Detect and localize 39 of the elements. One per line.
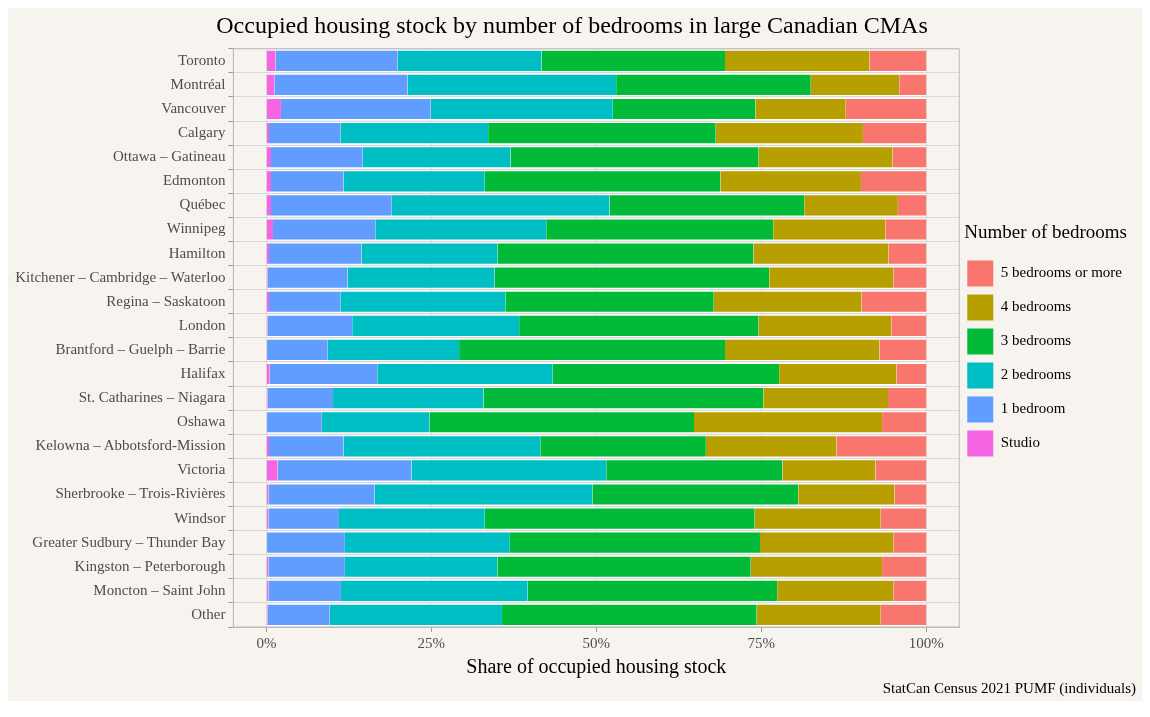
y-tick-label: Brantford – Guelph – Barrie: [55, 340, 226, 357]
y-tick-label: Halifax: [180, 364, 226, 381]
y-tick-label: Kelowna – Abbotsford-Mission: [35, 437, 226, 454]
y-tick-label: Vancouver: [161, 99, 226, 116]
x-tick-label: 100%: [908, 634, 944, 651]
y-tick-label: Hamilton: [168, 244, 226, 261]
y-tick-label: Winnipeg: [166, 220, 226, 237]
y-tick-label: Other: [191, 605, 226, 622]
legend-label: 4 bedrooms: [1000, 298, 1072, 315]
y-tick-label: Toronto: [178, 51, 226, 68]
legend-label: 2 bedrooms: [1000, 366, 1072, 383]
y-tick-label: Oshawa: [177, 413, 226, 430]
y-tick-label: London: [178, 316, 226, 333]
legend-title: Number of bedrooms: [964, 221, 1127, 243]
y-tick-label: Greater Sudbury – Thunder Bay: [32, 533, 226, 550]
y-tick-label: Victoria: [177, 461, 226, 478]
y-tick-label: Ottawa – Gatineau: [112, 148, 226, 165]
legend-label: 5 bedrooms or more: [1000, 264, 1123, 281]
y-tick-label: Kingston – Peterborough: [74, 557, 226, 574]
y-tick-label: Moncton – Saint John: [93, 581, 226, 598]
legend-label: Studio: [1000, 434, 1040, 451]
x-tick-label: 75%: [747, 634, 776, 651]
y-tick-label: Kitchener – Cambridge – Waterloo: [15, 268, 226, 285]
x-tick-label: 25%: [417, 634, 446, 651]
x-tick-label: 50%: [582, 634, 611, 651]
text: StatCan Census 2021 PUMF (individuals): [881, 680, 1137, 698]
y-tick-label: Calgary: [177, 124, 226, 141]
y-tick-label: Québec: [179, 196, 226, 213]
y-tick-label: Sherbrooke – Trois-Rivières: [55, 485, 226, 502]
legend-label: 1 bedroom: [1000, 400, 1066, 417]
y-tick-label: Montréal: [170, 75, 226, 92]
legend-label: 3 bedrooms: [1000, 332, 1072, 349]
x-tick-label: 0%: [256, 634, 277, 651]
x-axis-title: Share of occupied housing stock: [466, 655, 727, 679]
chart-title: Occupied housing stock by number of bedrooms in large Canadian CMAs: [216, 11, 928, 38]
y-tick-label: St. Catharines – Niagara: [78, 389, 226, 406]
y-tick-label: Edmonton: [162, 172, 226, 189]
y-tick-label: Windsor: [174, 509, 226, 526]
y-tick-label: Regina – Saskatoon: [106, 292, 226, 309]
